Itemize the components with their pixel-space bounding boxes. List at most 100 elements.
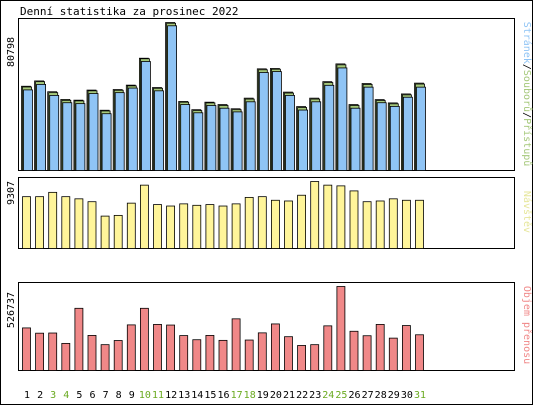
volume-bar [61,342,71,371]
visits-bar [179,203,189,249]
volume-bar [323,325,333,371]
pages-bar [245,101,256,171]
pages-bar [363,86,374,171]
visits-bar [231,203,241,249]
x-tick-label: 2 [37,390,43,401]
volume-bar [139,307,149,371]
chart-title: Denní statistika za prosinec 2022 [20,5,239,18]
visits-bar [139,184,149,249]
visits-legend: Návštěv [521,191,533,233]
volume-bar [336,286,346,371]
volume-bar [192,339,202,371]
pages-bar [258,72,269,171]
visits-bar [218,205,228,249]
volume-bar [231,318,241,371]
visits-bar [126,202,136,249]
traffic-legend: Stránek/Souborů/Přístupů [521,22,533,167]
volume-bar [113,340,123,371]
visits-bar [153,204,162,249]
legend-pages: Stránek [521,22,533,64]
volume-bar [166,324,176,371]
legend-files: Souborů [521,70,533,112]
x-tick-label: 20 [270,390,282,401]
visits-bar [401,199,411,249]
pages-bar [49,94,60,171]
volume-bar [35,332,44,371]
pages-bar [127,87,138,171]
visits-bar [74,198,84,249]
x-tick-label: 26 [348,390,360,401]
pages-bar [75,103,86,171]
x-tick-label: 1 [24,390,30,401]
volume-bar [349,330,359,371]
visits-bar [336,185,346,249]
volume-bar [297,345,307,371]
visits-bar [323,184,333,249]
x-tick-label: 31 [414,390,426,401]
visits-bar [297,194,307,249]
pages-bar [219,107,230,171]
pages-bar [167,25,178,171]
volume-bar [244,339,254,371]
x-tick-label: 13 [178,390,190,401]
visits-bar [22,196,31,249]
pages-bar [337,67,348,171]
pages-bar [206,105,217,171]
legend-hits: Přístupů [521,118,533,166]
x-tick-label: 11 [152,390,164,401]
pages-bar [389,105,400,171]
visits-bar [257,196,267,249]
pages-bar [101,113,112,171]
x-tick-label: 22 [296,390,308,401]
volume-bar [87,335,97,371]
pages-bar [271,71,282,171]
volume-bar [375,324,385,371]
visits-bar [388,198,398,249]
visits-bar [310,181,320,249]
volume-bar [179,335,189,371]
visits-bar [205,204,215,249]
pages-bar [311,101,322,171]
visits-bar [270,199,280,249]
x-tick-label: 27 [362,390,374,401]
pages-bar [298,109,309,171]
volume-bar [205,335,215,371]
x-tick-label: 19 [257,390,269,401]
visits-bar [349,190,359,249]
volume-bar [310,344,320,371]
x-tick-label: 23 [309,390,321,401]
volume-bar [270,323,280,371]
x-tick-label: 14 [191,390,203,401]
pages-bar [324,84,335,171]
volume-ymax-label: 526737 [6,292,17,328]
pages-bar [285,94,295,171]
pages-bar [62,102,73,171]
pages-bar [232,111,243,171]
x-tick-label: 3 [50,390,56,401]
visits-bar [244,196,254,249]
pages-bar [402,96,413,171]
pages-bar [36,84,46,171]
pages-bar [154,90,164,171]
volume-bar [415,334,424,371]
x-tick-label: 18 [244,390,256,401]
x-tick-label: 25 [335,390,347,401]
volume-bar [126,324,136,371]
volume-bar [218,339,228,371]
visits-ymax-label: 9307 [6,181,17,205]
visits-bar [192,204,202,249]
x-tick-label: 10 [139,390,151,401]
visits-bar [375,200,385,249]
volume-bar [401,325,411,371]
visits-bar [61,196,71,249]
x-tick-label: 6 [89,390,95,401]
pages-bar [376,102,387,171]
x-tick-label: 17 [231,390,243,401]
visits-bar [362,201,372,249]
x-tick-label: 29 [388,390,400,401]
visits-bar [284,200,293,249]
volume-bar [257,332,267,371]
volume-bar [362,335,372,371]
